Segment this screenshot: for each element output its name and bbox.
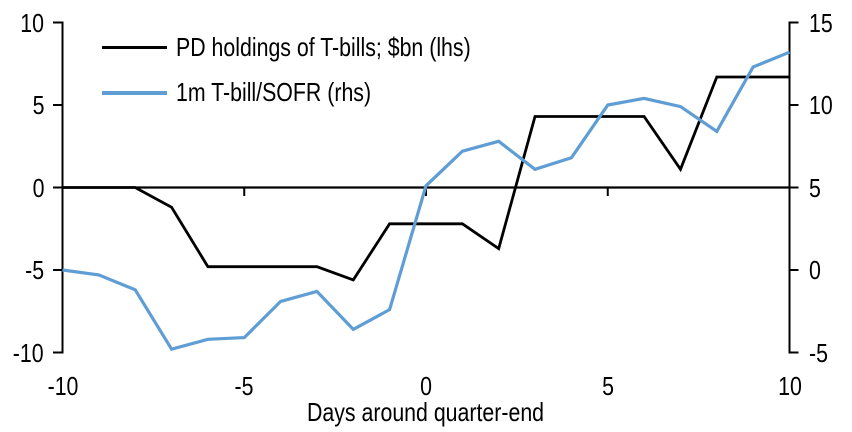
right-axis-tick-label: 0 (809, 255, 821, 285)
x-axis-title: Days around quarter-end (307, 397, 545, 427)
series-line-tbill-sofr (62, 50, 791, 352)
legend-item-tbill-sofr: 1m T-bill/SOFR (rhs) (102, 79, 414, 106)
series-line-pd-holdings (62, 75, 790, 282)
x-axis-tick-label: 10 (777, 371, 802, 401)
legend-line-black (102, 46, 167, 49)
right-axis-tick-label: -5 (809, 337, 828, 368)
right-axis-tick-label: 10 (809, 90, 833, 120)
x-axis-title-wrap: Days around quarter-end (63, 399, 789, 426)
left-axis-tick-label: -10 (13, 337, 44, 368)
right-axis-tick-label: 15 (809, 7, 833, 38)
legend-line-blue (102, 90, 167, 95)
x-axis-tick-label: -10 (47, 371, 78, 401)
legend-label-tbill-sofr: 1m T-bill/SOFR (rhs) (176, 77, 372, 107)
right-axis-tick-label: 5 (809, 172, 821, 203)
legend-label-pd-holdings: PD holdings of T-bills; $bn (lhs) (176, 32, 471, 62)
legend-item-pd-holdings: PD holdings of T-bills; $bn (lhs) (102, 34, 535, 61)
left-axis-tick-label: -5 (25, 255, 44, 285)
left-axis-tick-label: 0 (32, 172, 44, 203)
x-axis-tick-label: 5 (601, 371, 614, 401)
x-axis-tick-label: 0 (420, 371, 432, 401)
left-axis-tick-label: 5 (32, 90, 44, 120)
left-axis-tick-label: 10 (20, 7, 44, 38)
x-axis-tick-label: -5 (234, 371, 254, 401)
